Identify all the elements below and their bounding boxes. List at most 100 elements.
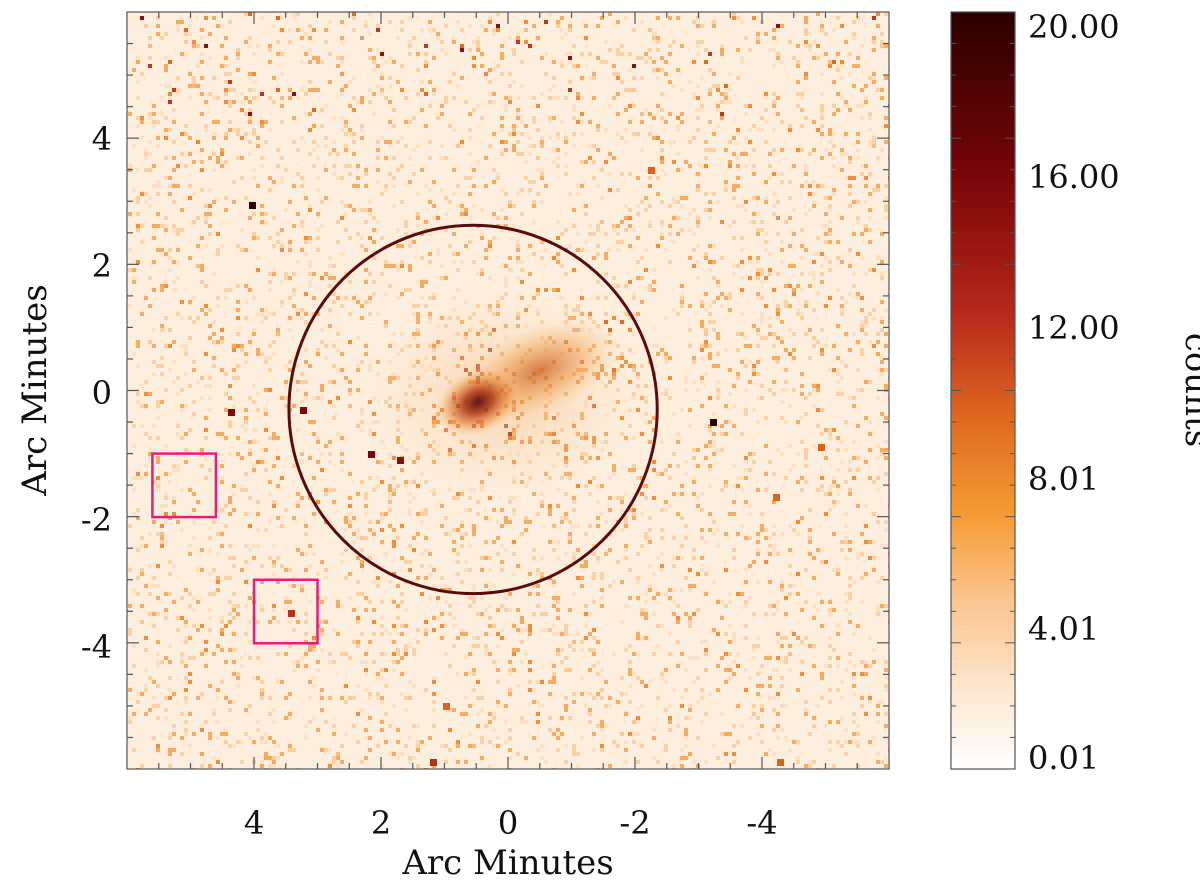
count-pixel (580, 120, 584, 124)
count-pixel (456, 552, 460, 556)
count-pixel (184, 700, 188, 704)
count-pixel (876, 520, 880, 524)
count-pixel (780, 24, 784, 28)
count-pixel (708, 352, 712, 356)
count-pixel (564, 140, 568, 144)
count-pixel (208, 396, 212, 400)
count-pixel (584, 624, 588, 628)
count-pixel (572, 132, 576, 136)
count-pixel (556, 540, 560, 544)
count-pixel (532, 548, 536, 552)
count-pixel (860, 232, 864, 236)
count-pixel (580, 736, 584, 740)
count-pixel (572, 640, 576, 644)
count-pixel (292, 184, 296, 188)
count-pixel (156, 480, 160, 484)
count-pixel (580, 160, 584, 164)
count-pixel (844, 100, 848, 104)
count-pixel (200, 396, 204, 400)
count-pixel (452, 260, 456, 264)
count-pixel (364, 220, 368, 224)
count-pixel (744, 112, 748, 116)
count-pixel (432, 492, 436, 496)
count-pixel (696, 388, 700, 392)
count-pixel (720, 220, 724, 224)
count-pixel (820, 676, 824, 680)
count-pixel (396, 244, 400, 248)
count-pixel (284, 716, 288, 720)
count-pixel (712, 132, 716, 136)
count-pixel (364, 736, 368, 740)
count-pixel (500, 124, 504, 128)
count-pixel (592, 72, 596, 76)
count-pixel (472, 524, 476, 528)
count-pixel (700, 404, 704, 408)
count-pixel (200, 652, 204, 656)
count-pixel (380, 540, 384, 544)
count-pixel (376, 48, 380, 52)
count-pixel (188, 196, 192, 200)
count-pixel (804, 708, 808, 712)
count-pixel (692, 492, 696, 496)
count-pixel (148, 392, 152, 396)
count-pixel (512, 668, 516, 672)
count-pixel (340, 36, 344, 40)
count-pixel (328, 276, 332, 280)
count-pixel (696, 216, 700, 220)
count-pixel (808, 44, 812, 48)
count-pixel (652, 596, 656, 600)
count-pixel (660, 440, 664, 444)
count-pixel (380, 52, 384, 56)
count-pixel (716, 336, 720, 340)
count-pixel (744, 36, 748, 40)
count-pixel (804, 116, 808, 120)
count-pixel (332, 380, 336, 384)
count-pixel (340, 56, 344, 60)
count-pixel (776, 308, 780, 312)
count-pixel (144, 684, 148, 688)
count-pixel (364, 688, 368, 692)
count-pixel (320, 60, 324, 64)
count-pixel (736, 264, 740, 268)
count-pixel (468, 136, 472, 140)
count-pixel (856, 764, 860, 768)
count-pixel (132, 712, 136, 716)
count-pixel (708, 464, 712, 468)
count-pixel (676, 128, 680, 132)
count-pixel (388, 56, 392, 60)
count-pixel (244, 472, 248, 476)
count-pixel (392, 544, 396, 548)
count-pixel (152, 736, 156, 740)
count-pixel (568, 244, 572, 248)
count-pixel (820, 488, 824, 492)
count-pixel (820, 560, 824, 564)
count-pixel (744, 600, 748, 604)
count-pixel (320, 688, 324, 692)
count-pixel (160, 364, 164, 368)
count-pixel (200, 268, 204, 272)
count-pixel (548, 680, 552, 684)
count-pixel (148, 112, 152, 116)
count-pixel (704, 60, 708, 64)
count-pixel (280, 524, 284, 528)
count-pixel (216, 532, 220, 536)
count-pixel (348, 80, 352, 84)
count-pixel (516, 140, 520, 144)
count-pixel (872, 316, 876, 320)
count-pixel (244, 40, 248, 44)
count-pixel (188, 712, 192, 716)
count-pixel (244, 632, 248, 636)
count-pixel (620, 320, 624, 324)
count-pixel (748, 48, 752, 52)
count-pixel (536, 104, 540, 108)
count-pixel (520, 532, 524, 536)
count-pixel (272, 504, 276, 508)
count-pixel (652, 268, 656, 272)
count-pixel (336, 176, 340, 180)
count-pixel (364, 20, 368, 24)
count-pixel (852, 272, 856, 276)
count-pixel (224, 408, 228, 412)
count-pixel (520, 60, 524, 64)
count-pixel (416, 224, 420, 228)
count-pixel (164, 224, 168, 228)
